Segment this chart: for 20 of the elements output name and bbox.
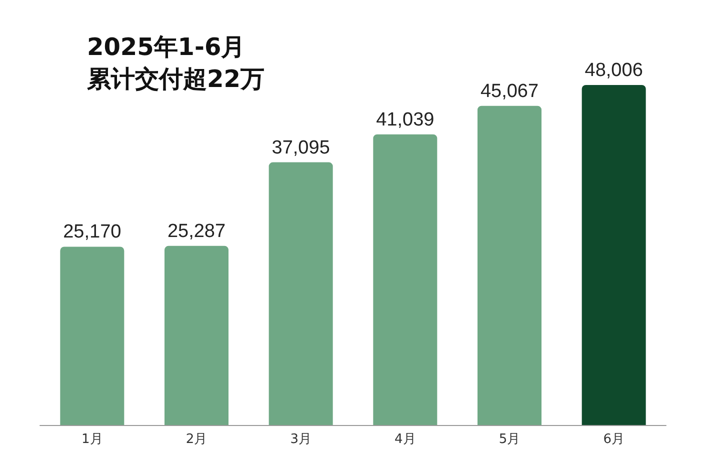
x-tick-label: 5月: [498, 432, 520, 447]
data-label: 25,170: [63, 222, 122, 243]
x-tick-label: 1月: [82, 432, 103, 447]
bar: [582, 85, 646, 425]
chart-subtitle: 累计交付超22万: [86, 65, 264, 93]
bar: [478, 106, 542, 425]
x-tick-label: 2月: [186, 432, 208, 447]
data-label: 45,067: [480, 80, 539, 102]
data-label: 48,006: [584, 60, 643, 81]
bar: [60, 246, 124, 425]
x-tick-label: 6月: [603, 432, 624, 447]
data-label: 41,039: [376, 109, 434, 130]
bar: [164, 246, 228, 425]
x-tick-label: 3月: [290, 432, 312, 447]
bar: [373, 134, 438, 425]
data-label: 37,095: [272, 137, 330, 158]
x-tick-label: 4月: [394, 432, 416, 447]
chart-title: 2025年1-6月: [87, 33, 246, 61]
bar: [268, 162, 333, 425]
data-label: 25,287: [167, 220, 226, 242]
